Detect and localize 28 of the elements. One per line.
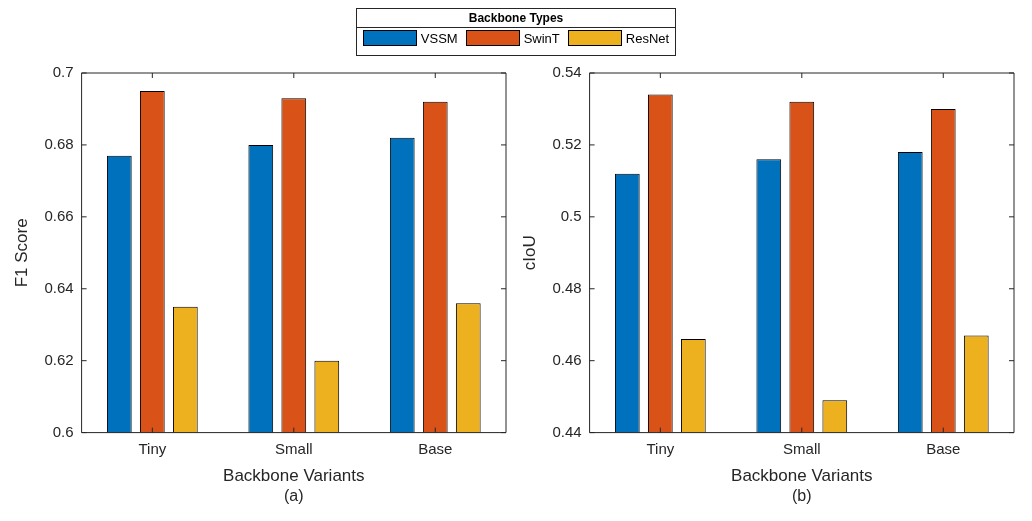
x-tick-label: Base [418,439,453,457]
text: (a) [284,487,304,505]
y-tick-label: 0.46 [552,350,582,368]
x-tick-label: Base [926,439,961,457]
x-axis-title: Backbone Variants [731,466,873,486]
x-axis-title: Backbone Variants [223,466,365,486]
y-tick-label: 0.6 [52,422,74,440]
legend-label: VSSM [420,30,458,46]
y-axis-title: cIoU [519,235,539,271]
x-tick-label: Tiny [646,439,675,457]
y-tick-label: 0.66 [44,206,74,224]
y-tick-label: 0.64 [44,278,74,296]
legend-label: ResNet [625,30,670,46]
x-tick-label: Tiny [138,439,167,457]
y-tick-label: 0.68 [44,135,74,153]
x-tick-label: Small [275,439,313,457]
y-tick-label: 0.5 [560,206,582,224]
y-tick-label: 0.52 [552,135,582,153]
legend-title: Backbone Types [356,9,676,28]
y-tick-label: 0.7 [52,63,74,81]
y-tick-label: 0.44 [552,422,582,440]
y-tick-label: 0.48 [552,278,582,296]
y-tick-label: 0.62 [44,350,74,368]
text: (b) [792,487,812,505]
legend-label: SwinT [523,30,560,46]
y-axis-title: F1 Score [11,218,31,288]
y-tick-label: 0.54 [552,63,582,81]
x-tick-label: Small [783,439,821,457]
